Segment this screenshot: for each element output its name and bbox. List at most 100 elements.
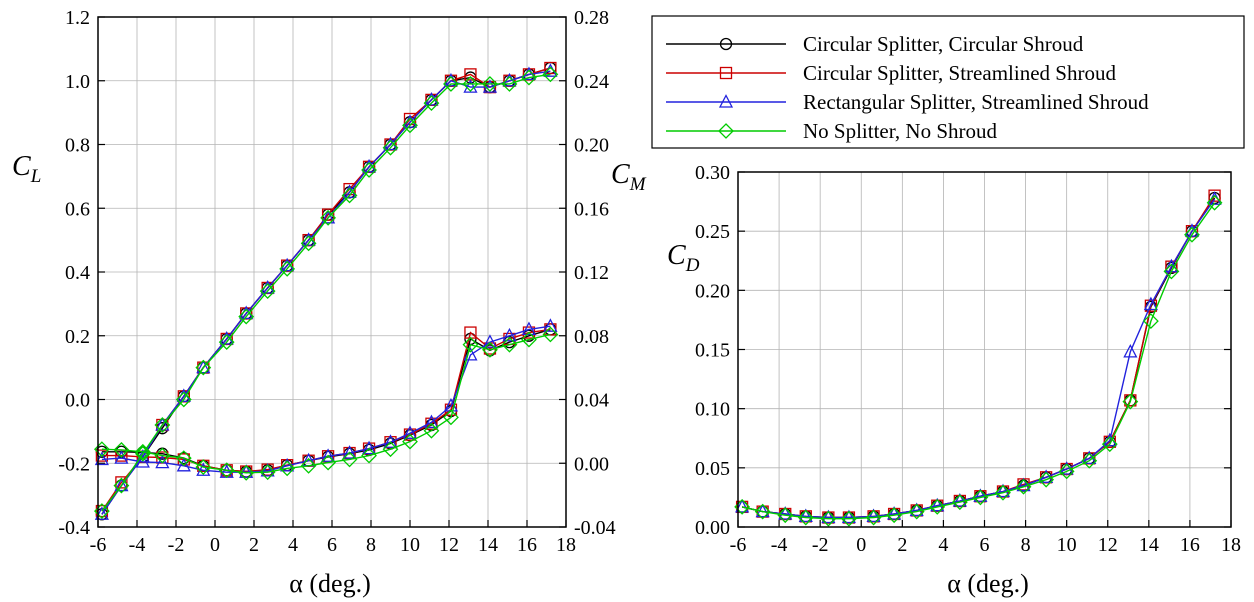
cd-point	[778, 506, 793, 520]
cm-point	[218, 462, 235, 479]
legend-marker	[719, 37, 733, 51]
cm-point	[238, 464, 255, 481]
cl-point	[402, 117, 418, 134]
cl-point	[279, 260, 296, 277]
legend-label: No Splitter, No Shroud	[803, 119, 997, 143]
right-series-group	[734, 194, 1223, 527]
cl-point	[115, 476, 128, 489]
cd-point	[929, 498, 946, 515]
cm-point	[501, 336, 518, 353]
cm-tick-label: 0.28	[574, 7, 609, 29]
right-x-tick-label: -4	[771, 534, 788, 556]
cm-point	[195, 459, 212, 475]
cl-series-line	[101, 67, 551, 515]
cd-point	[1206, 194, 1223, 211]
left-x-tick-label: 14	[478, 534, 498, 556]
cm-point	[443, 409, 459, 426]
cd-point	[865, 509, 882, 526]
cm-point	[239, 464, 254, 478]
cl-point	[443, 76, 459, 92]
legend-item: Circular Splitter, Circular Shroud	[666, 32, 1084, 56]
legend-marker	[718, 123, 734, 139]
cm-point	[113, 441, 130, 458]
left-x-tick-label: 8	[366, 534, 376, 556]
cl-point	[544, 61, 557, 75]
cd-point	[1122, 393, 1139, 410]
right-series	[734, 189, 1223, 527]
right-grid	[738, 172, 1231, 527]
legend-label: Rectangular Splitter, Streamlined Shroud	[803, 90, 1149, 114]
cd-point	[1208, 189, 1221, 202]
cl-tick-label: 0.0	[65, 390, 90, 412]
cl-point	[423, 95, 440, 111]
cm-point	[342, 445, 357, 459]
legend-marker	[719, 66, 733, 80]
cd-point	[1144, 299, 1158, 312]
cm-point	[543, 318, 558, 332]
legend-item: Circular Splitter, Streamlined Shroud	[666, 61, 1116, 85]
cl-point	[361, 162, 377, 178]
cm-point	[403, 428, 417, 441]
cd-point	[887, 506, 902, 520]
cl-point	[321, 208, 335, 221]
cd-point	[841, 509, 856, 524]
cl-series-line	[101, 70, 551, 515]
left-series	[93, 61, 559, 521]
cl-point	[155, 417, 170, 431]
cm-point	[402, 433, 418, 450]
cd-point	[972, 489, 989, 506]
cm-tick-label: 0.20	[574, 135, 609, 157]
cm-tick-label: 0.24	[574, 71, 609, 93]
cm-point	[521, 331, 537, 348]
left-plot-frame	[97, 16, 567, 528]
cd-point	[1016, 477, 1031, 492]
right-x-tick-label: 10	[1057, 534, 1077, 556]
cd-tick-label: 0.10	[695, 399, 730, 421]
cm-point	[502, 327, 517, 342]
cm-point	[424, 414, 439, 429]
right-x-tick-label: -6	[730, 534, 747, 556]
cm-point	[95, 449, 109, 462]
right-x-tick-label: 2	[897, 534, 907, 556]
right-series-group	[735, 191, 1222, 524]
cd-series-line	[741, 197, 1216, 519]
left-x-tick-label: 6	[327, 534, 337, 556]
cm-point	[176, 457, 191, 472]
left-grid	[98, 17, 566, 527]
cl-point	[320, 209, 337, 226]
cm-point	[259, 464, 276, 481]
cd-point	[1038, 471, 1055, 488]
cd-point	[995, 483, 1011, 498]
legend-item: No Splitter, No Shroud	[666, 119, 997, 143]
left-x-tick-label: 2	[249, 534, 259, 556]
cl-point	[341, 187, 358, 204]
cm-point	[462, 336, 479, 353]
right-x-tick-label: 6	[980, 534, 990, 556]
left-chart-panel: -6 -4 -2 0 2 4 6 8 10 12 14 16 18 -0.4 -0.2 0.0 0.2 0.4 0.…	[12, 7, 647, 598]
cl-point	[93, 503, 110, 519]
cl-point	[94, 506, 109, 520]
cm-point	[114, 450, 129, 464]
cd-point	[1142, 313, 1159, 330]
cl-tick-label: 0.4	[65, 262, 90, 284]
legend-box	[651, 15, 1245, 149]
cm-point	[321, 448, 336, 462]
cm-tick-label: -0.04	[574, 517, 616, 539]
cd-point	[909, 502, 924, 517]
cl-tick-label: -0.4	[58, 517, 90, 539]
cd-tick-label: 0.15	[695, 340, 730, 362]
cm-point	[196, 462, 211, 476]
right-plot-frame	[737, 171, 1232, 528]
cl-series-line	[101, 73, 551, 512]
cd-series-line	[741, 202, 1216, 520]
cl-axis-title: CL	[12, 151, 41, 187]
cm-point	[425, 417, 438, 430]
right-x-tick-label: 14	[1139, 534, 1159, 556]
cd-tick-label: 0.05	[695, 458, 730, 480]
cm-point	[320, 454, 337, 471]
legend-item: Rectangular Splitter, Streamlined Shroud	[666, 90, 1149, 114]
cl-point	[521, 69, 537, 86]
cm-point	[423, 422, 440, 439]
cd-point	[1101, 436, 1118, 453]
cm-point	[260, 462, 275, 477]
